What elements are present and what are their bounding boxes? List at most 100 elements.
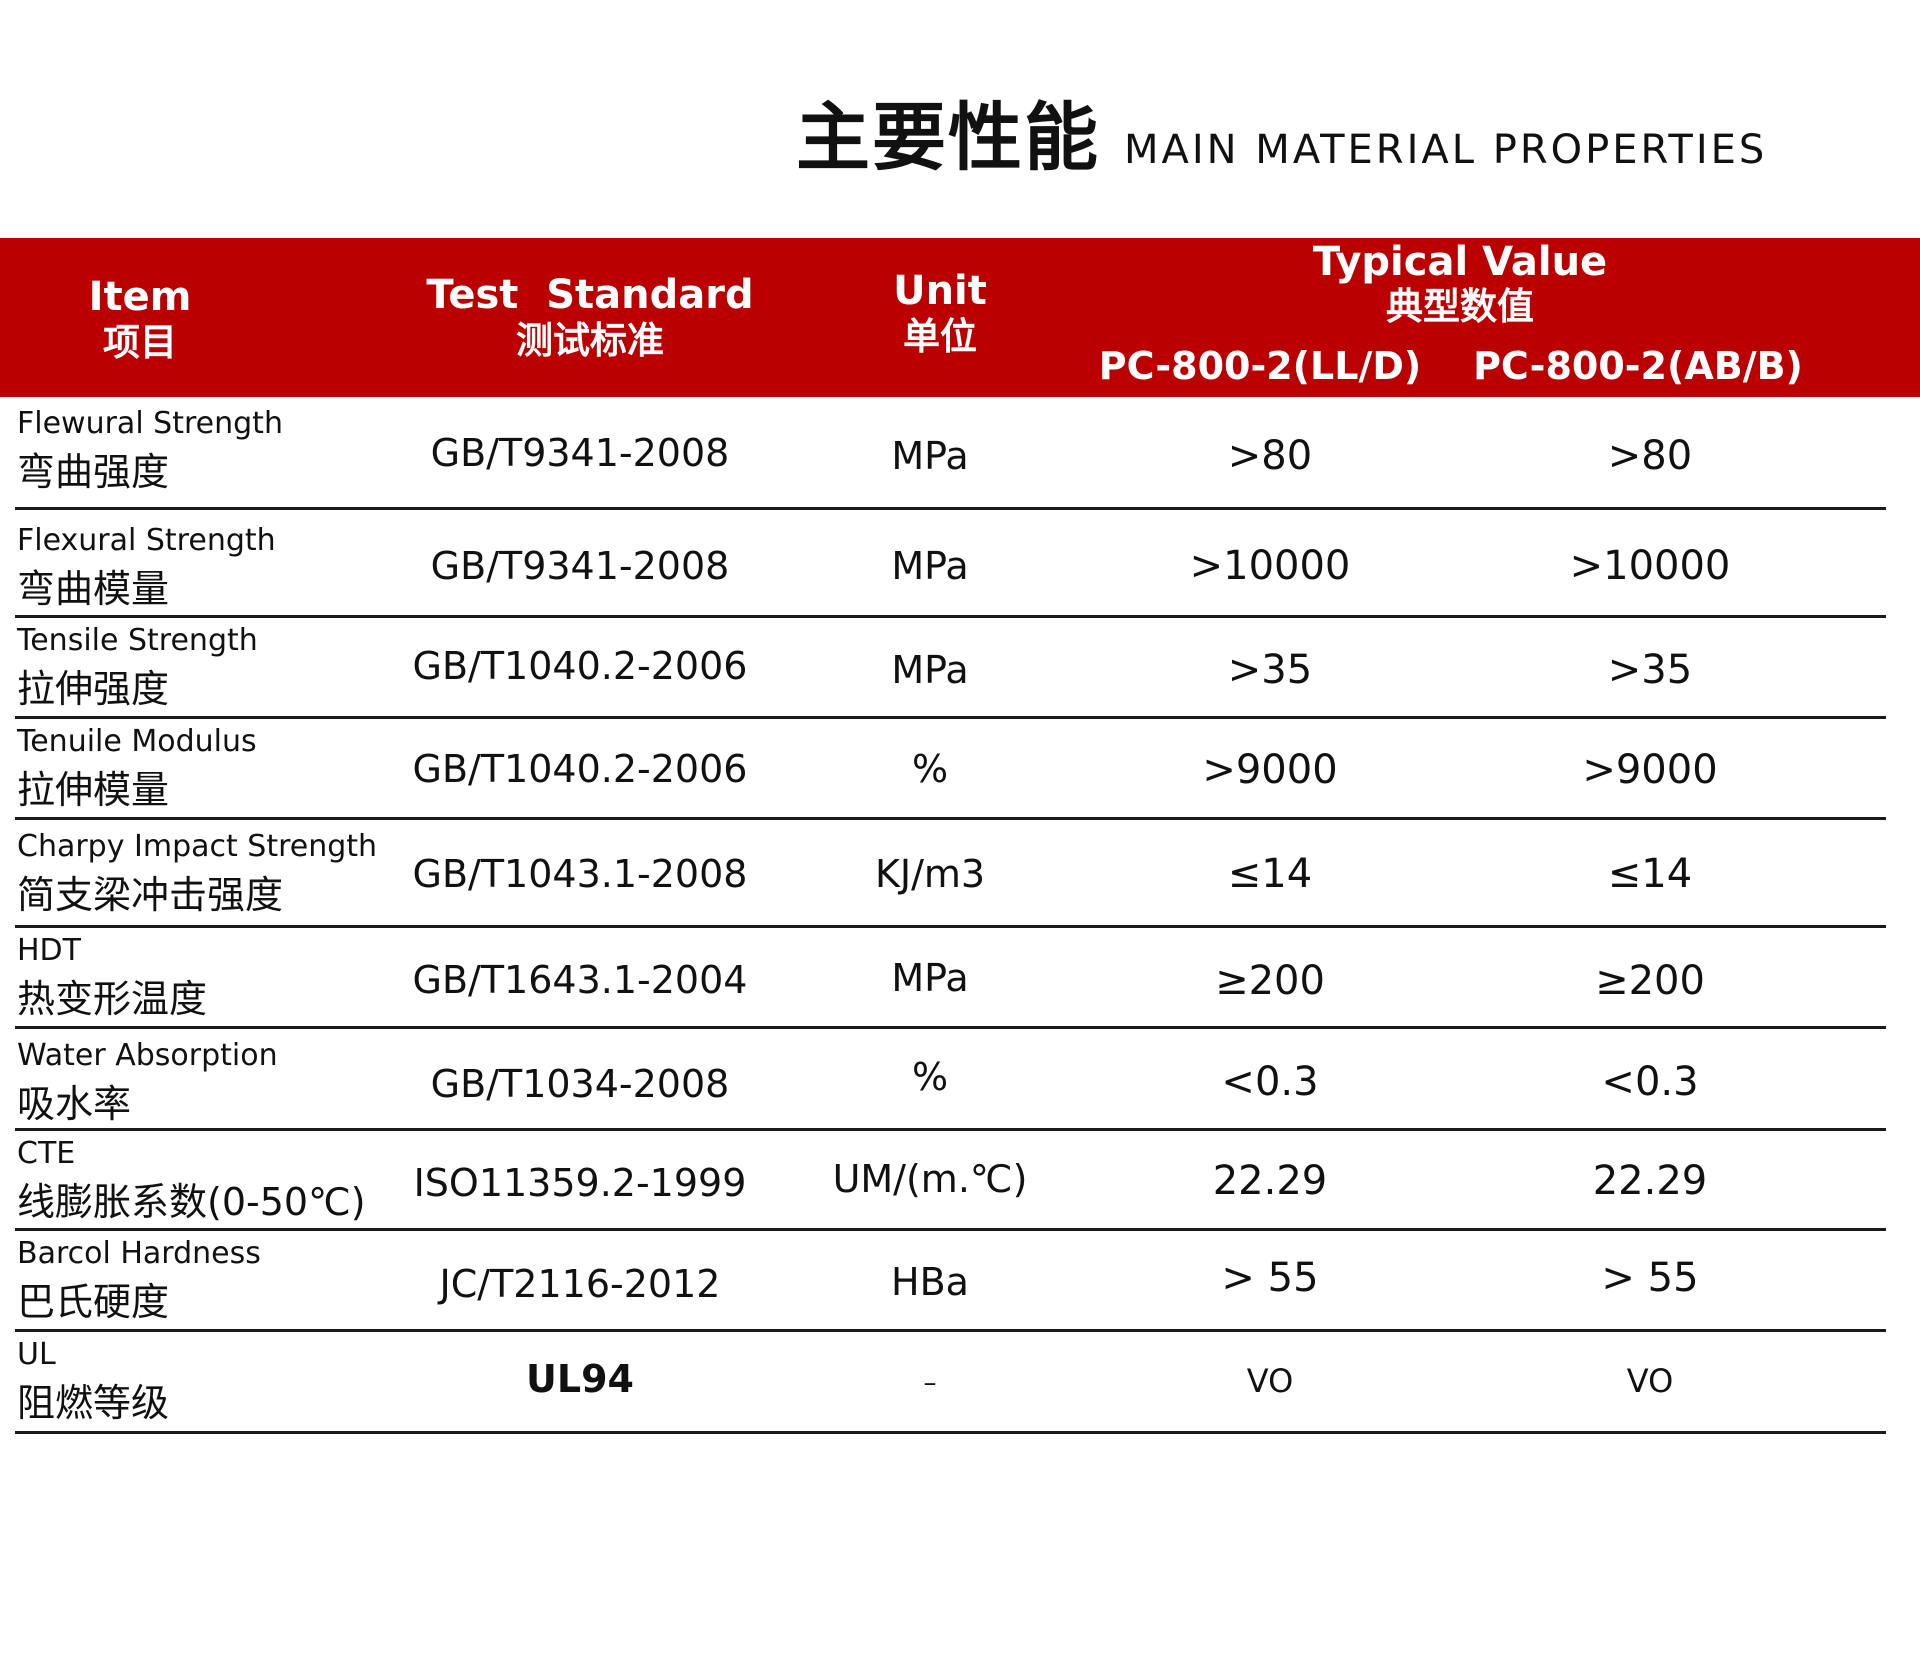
title-chinese: 主要性能 — [796, 95, 1100, 181]
title-english: MAIN MATERIAL PROPERTIES — [1124, 127, 1768, 173]
row-divider — [15, 817, 1886, 820]
item-cn: 热变形温度 — [17, 977, 208, 1021]
row-value-2: > 55 — [1601, 1255, 1699, 1301]
header-item: Item 项目 — [40, 274, 240, 366]
row-value-1: ≥200 — [1215, 958, 1325, 1004]
row-value-1: >10000 — [1189, 543, 1351, 589]
header-unit-en: Unit — [893, 268, 987, 314]
row-value-1: 22.29 — [1212, 1158, 1328, 1204]
row-value-2: 22.29 — [1592, 1158, 1708, 1204]
item-cn: 拉伸模量 — [17, 768, 170, 812]
row-item: Water Absorption 吸水率 — [17, 1033, 278, 1129]
row-item: Charpy Impact Strength 简支梁冲击强度 — [17, 824, 377, 920]
item-en: Flewural Strength — [17, 406, 283, 441]
row-value-1: VO — [1246, 1362, 1294, 1400]
item-en: CTE — [17, 1136, 76, 1171]
row-item: Flewural Strength 弯曲强度 — [17, 401, 283, 497]
row-value-2: ≥200 — [1595, 958, 1705, 1004]
row-standard: GB/T9341-2008 — [430, 431, 730, 475]
row-divider — [15, 716, 1886, 719]
table-header: Item 项目 Test Standard 测试标准 Unit 单位 Typic… — [0, 238, 1920, 397]
header-unit: Unit 单位 — [860, 268, 1020, 360]
item-en: Water Absorption — [17, 1038, 278, 1073]
row-divider — [15, 925, 1886, 928]
row-value-1: >35 — [1227, 647, 1313, 693]
row-standard: GB/T1034-2008 — [430, 1062, 730, 1106]
table-row: Barcol Hardness 巴氏硬度 JC/T2116-2012 HBa >… — [0, 1231, 1920, 1332]
row-standard: JC/T2116-2012 — [439, 1262, 721, 1306]
header-product-1: PC-800-2(LL/D) — [1098, 344, 1422, 388]
row-standard: GB/T1643.1-2004 — [412, 958, 748, 1002]
row-item: CTE 线膨胀系数(0-50℃) — [17, 1131, 366, 1227]
table-row: UL 阻燃等级 UL94 – VO VO — [0, 1332, 1920, 1434]
row-unit: – — [923, 1368, 937, 1398]
row-standard: GB/T9341-2008 — [430, 544, 730, 588]
item-en: Charpy Impact Strength — [17, 829, 378, 864]
row-item: UL 阻燃等级 — [17, 1332, 169, 1428]
row-value-1: ≤14 — [1227, 851, 1313, 897]
table-row: Flewural Strength 弯曲强度 GB/T9341-2008 MPa… — [0, 397, 1920, 510]
header-test-standard: Test Standard 测试标准 — [420, 272, 760, 364]
header-typical-value: Typical Value 典型数值 — [1260, 238, 1660, 328]
row-unit: MPa — [891, 544, 969, 588]
row-value-1: >9000 — [1202, 747, 1338, 793]
row-unit: % — [911, 1055, 949, 1099]
row-unit: MPa — [891, 956, 969, 1000]
row-value-1: <0.3 — [1221, 1059, 1319, 1105]
row-standard: GB/T1043.1-2008 — [412, 852, 748, 896]
table-body: Flewural Strength 弯曲强度 GB/T9341-2008 MPa… — [0, 397, 1920, 1434]
item-cn: 阻燃等级 — [17, 1381, 170, 1425]
row-value-2: <0.3 — [1601, 1059, 1699, 1105]
row-divider — [15, 1128, 1886, 1131]
item-en: Tenuile Modulus — [17, 724, 257, 759]
row-value-2: >9000 — [1582, 747, 1718, 793]
table-row: Tensile Strength 拉伸强度 GB/T1040.2-2006 MP… — [0, 618, 1920, 719]
item-cn: 简支梁冲击强度 — [17, 873, 284, 917]
row-standard: GB/T1040.2-2006 — [412, 747, 748, 791]
row-divider — [15, 1329, 1886, 1332]
row-unit: UM/(m.℃) — [832, 1157, 1028, 1201]
row-standard: GB/T1040.2-2006 — [412, 644, 748, 688]
row-divider — [15, 615, 1886, 618]
header-unit-cn: 单位 — [903, 315, 977, 358]
row-value-2: ≤14 — [1607, 851, 1693, 897]
item-en: Barcol Hardness — [17, 1236, 261, 1271]
row-value-1: >80 — [1227, 433, 1313, 479]
item-cn: 拉伸强度 — [17, 667, 170, 711]
table-row: Tenuile Modulus 拉伸模量 GB/T1040.2-2006 % >… — [0, 719, 1920, 820]
header-standard-cn: 测试标准 — [516, 319, 664, 362]
row-value-2: VO — [1626, 1362, 1674, 1400]
row-unit: HBa — [891, 1260, 969, 1304]
row-unit: MPa — [891, 648, 969, 692]
header-standard-en: Test Standard — [426, 272, 754, 318]
header-product-2: PC-800-2(AB/B) — [1473, 344, 1803, 388]
row-unit: MPa — [891, 434, 969, 478]
row-value-2: >80 — [1607, 433, 1693, 479]
header-typical-cn: 典型数值 — [1386, 285, 1534, 328]
table-row: CTE 线膨胀系数(0-50℃) ISO11359.2-1999 UM/(m.℃… — [0, 1131, 1920, 1231]
item-cn: 吸水率 — [17, 1082, 132, 1126]
table-row: Charpy Impact Strength 简支梁冲击强度 GB/T1043.… — [0, 820, 1920, 928]
table-row: Water Absorption 吸水率 GB/T1034-2008 % <0.… — [0, 1029, 1920, 1131]
row-standard: ISO11359.2-1999 — [413, 1161, 747, 1205]
row-item: HDT 热变形温度 — [17, 928, 207, 1024]
row-value-2: >10000 — [1569, 543, 1731, 589]
row-divider — [15, 1431, 1886, 1434]
item-en: Tensile Strength — [17, 623, 258, 658]
header-item-cn: 项目 — [103, 321, 177, 364]
page-title: 主要性能 MAIN MATERIAL PROPERTIES — [796, 78, 1767, 185]
row-divider — [15, 1026, 1886, 1029]
table-row: HDT 热变形温度 GB/T1643.1-2004 MPa ≥200 ≥200 — [0, 928, 1920, 1029]
row-item: Tenuile Modulus 拉伸模量 — [17, 719, 257, 815]
item-en: HDT — [17, 933, 81, 968]
row-value-2: >35 — [1607, 647, 1693, 693]
header-item-en: Item — [88, 274, 192, 320]
item-en: Flexural Strength — [17, 523, 276, 558]
row-divider — [15, 507, 1886, 510]
row-unit: % — [911, 747, 949, 791]
item-cn: 巴氏硬度 — [17, 1280, 170, 1324]
row-divider — [15, 1228, 1886, 1231]
row-item: Flexural Strength 弯曲模量 — [17, 518, 276, 614]
row-item: Barcol Hardness 巴氏硬度 — [17, 1231, 261, 1327]
header-typical-en: Typical Value — [1312, 239, 1608, 285]
